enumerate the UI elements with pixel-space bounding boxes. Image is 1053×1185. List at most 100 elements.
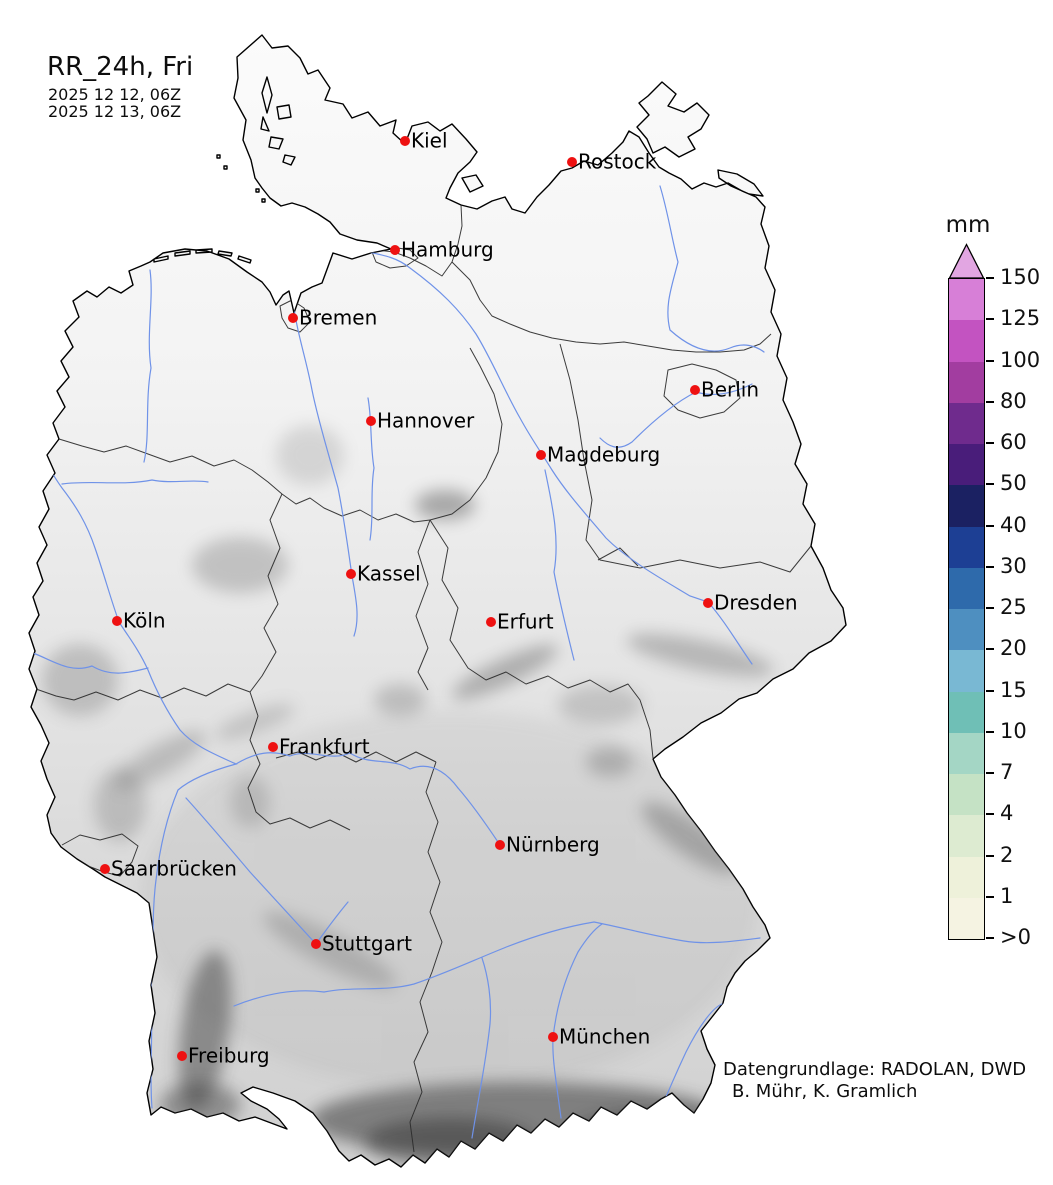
colorbar-tick-label-80: 80 (1000, 388, 1027, 413)
colorbar-tick-label-40: 40 (1000, 512, 1027, 537)
city-label-Hamburg: Hamburg (401, 237, 494, 262)
colorbar-tick-label-1: 1 (1000, 883, 1014, 908)
colorbar-tick-label-10: 10 (1000, 718, 1027, 743)
city-label-Köln: Köln (123, 608, 166, 633)
city-label-Hannover: Hannover (377, 408, 475, 433)
river-regnitz (457, 787, 501, 846)
colorbar-segment (949, 320, 984, 362)
period-end: 2025 12 13, 06Z (48, 102, 182, 121)
colorbar-tick-mark (986, 648, 994, 651)
colorbar-tick-mark (986, 854, 994, 857)
river-danube (233, 921, 761, 1007)
city-dot-Magdeburg (536, 450, 546, 460)
colorbar-tick-mark (986, 937, 994, 939)
river-havel (659, 185, 765, 396)
colorbar-tick-label-30: 30 (1000, 553, 1027, 578)
colorbar-segment (949, 444, 984, 486)
colorbar-tick-mark (986, 359, 994, 362)
city-dot-Kiel (400, 136, 410, 146)
colorbar-tick-label-150: 150 (1000, 265, 1041, 290)
colorbar-segment (949, 691, 984, 733)
colorbar-tick-label-50: 50 (1000, 471, 1027, 496)
colorbar-overflow-arrow (948, 243, 985, 279)
colorbar-segment (949, 774, 984, 816)
terrain-shading (42, 425, 774, 1167)
colorbar-tick-label-25: 25 (1000, 595, 1027, 620)
river-isar (552, 923, 603, 1119)
city-dot-Freiburg (177, 1051, 187, 1061)
colorbar-tick-label-20: 20 (1000, 636, 1027, 661)
river-weser (292, 299, 358, 637)
page-title: RR_24h, Fri (47, 52, 194, 82)
city-dot-Hannover (366, 416, 376, 426)
river-neckar (185, 797, 349, 945)
city-label-Kassel: Kassel (357, 561, 421, 586)
city-label-München: München (559, 1024, 651, 1049)
colorbar-tick-mark (986, 442, 994, 444)
city-dot-München (548, 1032, 558, 1042)
city-dot-Dresden (703, 598, 713, 608)
city-dot-Hamburg (390, 245, 400, 255)
river-mosel (32, 652, 149, 674)
city-dot-Stuttgart (311, 939, 321, 949)
colorbar-scale (948, 278, 985, 940)
colorbar-segment (949, 732, 984, 774)
river-main (235, 752, 459, 789)
city-label-Freiburg: Freiburg (188, 1043, 270, 1068)
city-label-Stuttgart: Stuttgart (322, 931, 412, 956)
city-label-Bremen: Bremen (299, 305, 378, 330)
colorbar-tick-label-2: 2 (1000, 842, 1014, 867)
river-lech (471, 957, 492, 1139)
colorbar-tick-mark (986, 772, 994, 774)
colorbar-tick-label->0: >0 (1000, 925, 1031, 950)
colorbar-tick-mark (986, 524, 994, 527)
colorbar-tick-label-15: 15 (1000, 677, 1027, 702)
valid-period: 2025 12 12, 06Z 2025 12 13, 06Z (48, 86, 181, 120)
city-dot-Berlin (690, 385, 700, 395)
colorbar-unit-label: mm (945, 212, 991, 238)
colorbar-tick-mark (986, 400, 994, 403)
colorbar-tick-mark (986, 483, 994, 486)
river-ems (143, 269, 152, 463)
city-dot-Erfurt (486, 617, 496, 627)
credits: Datengrundlage: RADOLAN, DWD B. Mühr, K.… (723, 1059, 1026, 1103)
colorbar-segment (949, 815, 984, 857)
colorbar-segment (949, 897, 984, 939)
colorbar-segment (949, 402, 984, 444)
colorbar-tick-mark (986, 689, 994, 692)
city-label-Erfurt: Erfurt (497, 609, 554, 634)
city-label-Frankfurt: Frankfurt (279, 734, 370, 759)
city-label-Kiel: Kiel (411, 128, 448, 153)
colorbar-segment (949, 609, 984, 651)
colorbar-tick-mark (986, 607, 994, 609)
colorbar-segment (949, 526, 984, 568)
city-label-Berlin: Berlin (701, 377, 760, 402)
river-spree (599, 391, 697, 448)
colorbar-tick-mark (986, 318, 994, 321)
colorbar-tick-mark (986, 565, 994, 568)
colorbar-segment (949, 650, 984, 692)
credits-source: Datengrundlage: RADOLAN, DWD (723, 1059, 1027, 1080)
colorbar-segment (949, 567, 984, 609)
city-label-Magdeburg: Magdeburg (547, 442, 661, 467)
city-label-Nürnberg: Nürnberg (506, 832, 600, 857)
colorbar-tick-mark (986, 277, 994, 279)
colorbar-segment (949, 856, 984, 898)
city-dot-Frankfurt (268, 742, 278, 752)
city-label-Dresden: Dresden (714, 590, 798, 615)
city-dot-Kassel (346, 569, 356, 579)
river-lippe (61, 479, 209, 485)
colorbar-segment (949, 361, 984, 403)
colorbar-segment (949, 485, 984, 527)
colorbar-tick-mark (986, 730, 994, 733)
city-label-Saarbrücken: Saarbrücken (111, 856, 237, 881)
credits-authors: B. Mühr, K. Gramlich (732, 1081, 918, 1102)
city-label-Rostock: Rostock (578, 149, 657, 174)
colorbar-tick-label-60: 60 (1000, 430, 1027, 455)
city-dot-Köln (112, 616, 122, 626)
colorbar-tick-label-7: 7 (1000, 760, 1014, 785)
colorbar-tick-label-100: 100 (1000, 347, 1041, 372)
city-dot-Saarbrücken (100, 864, 110, 874)
